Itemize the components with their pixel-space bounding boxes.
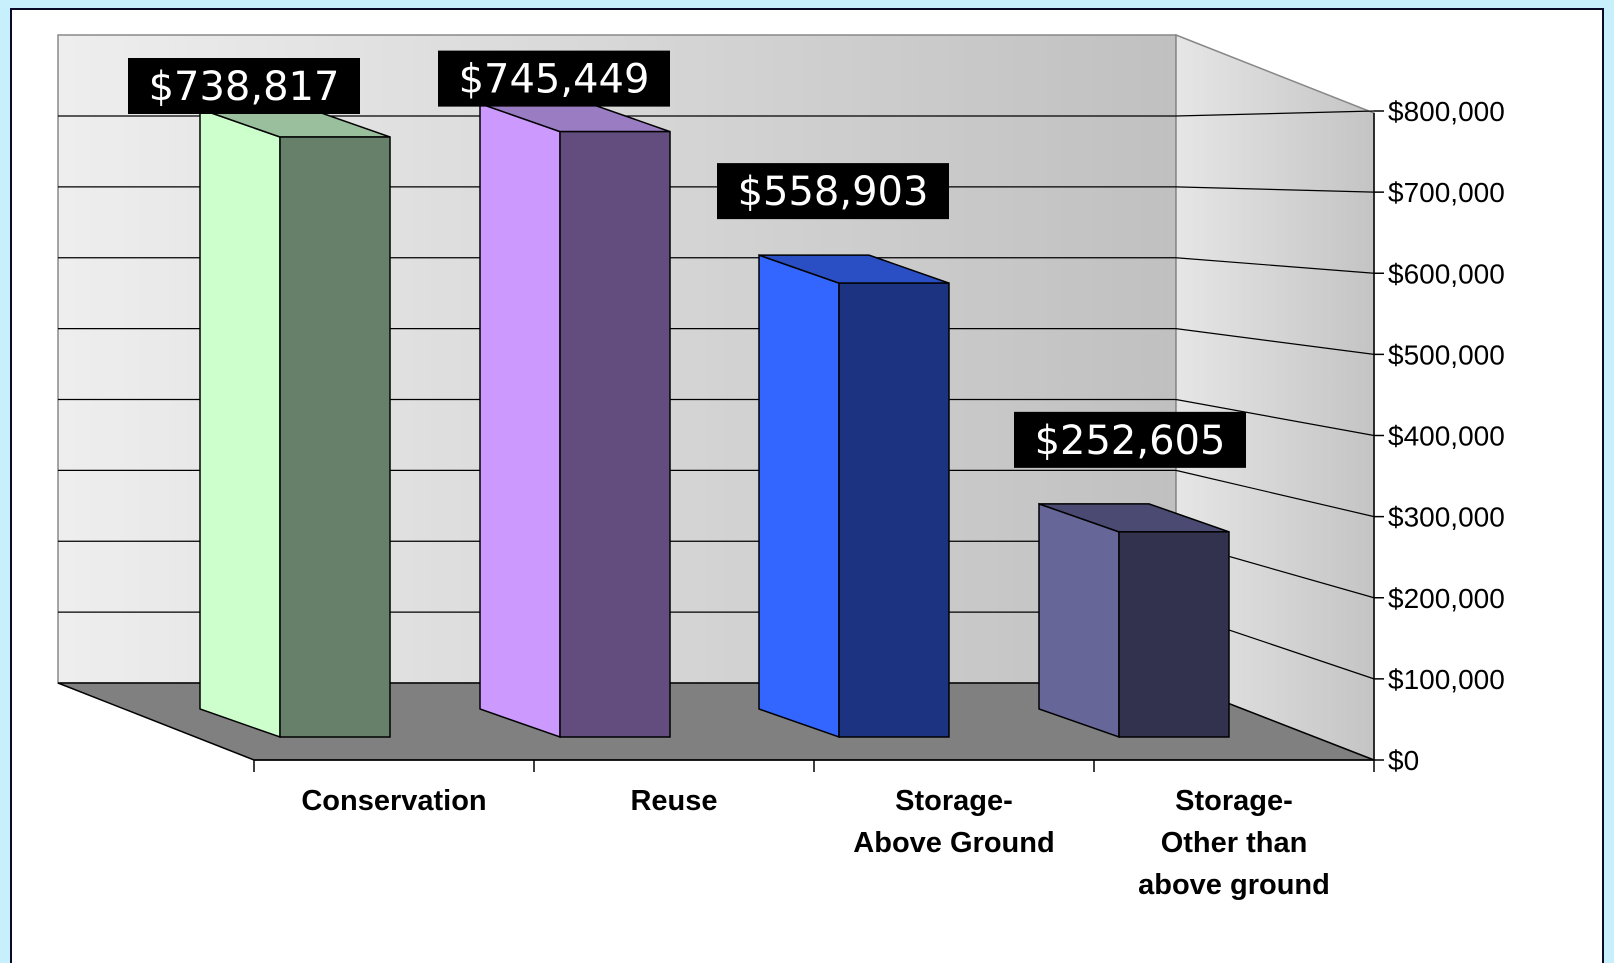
bar-front-face — [559, 130, 671, 738]
data-label: $558,903 — [717, 163, 949, 220]
data-label-box — [717, 163, 949, 220]
bar-front-face — [838, 282, 950, 738]
bar — [199, 107, 391, 739]
category-label-line: Conservation — [301, 785, 486, 817]
category-label-line: Storage- — [1175, 785, 1293, 817]
data-label-box — [438, 50, 670, 107]
data-label-text: $558,903 — [738, 169, 929, 215]
category-label-line: Other than — [1161, 827, 1308, 859]
gridline-side — [1175, 186, 1375, 193]
category-label-line: Storage- — [895, 785, 1013, 817]
bar-side-face — [758, 254, 840, 739]
bar — [758, 254, 950, 739]
y-tick-label: $0 — [1388, 745, 1419, 776]
gridline-side — [1175, 398, 1375, 437]
bar — [1038, 502, 1230, 739]
bar — [479, 102, 671, 739]
y-tick-label: $300,000 — [1388, 502, 1505, 533]
y-tick-label: $200,000 — [1388, 583, 1505, 614]
bar-side-face — [479, 102, 561, 739]
gridline-side — [1175, 469, 1375, 518]
gridline-side — [1175, 110, 1375, 117]
y-tick-label: $700,000 — [1388, 177, 1505, 208]
data-label-box — [128, 58, 360, 114]
bar-side-face — [199, 107, 281, 739]
data-label-text: $745,449 — [459, 57, 650, 103]
category-label-line: Above Ground — [853, 827, 1054, 859]
y-tick-label: $400,000 — [1388, 421, 1505, 452]
category-label: Conservation — [301, 785, 486, 817]
y-tick-label: $500,000 — [1388, 339, 1505, 370]
bar-side-face — [1038, 502, 1120, 739]
data-label: $252,605 — [1014, 411, 1246, 468]
data-label-text: $738,817 — [149, 64, 340, 110]
bar-front-face — [1118, 531, 1230, 738]
category-label: Storage- Other than above ground — [1138, 785, 1330, 901]
category-label-line: above ground — [1138, 869, 1330, 901]
y-tick-label: $800,000 — [1388, 96, 1505, 127]
data-label-box — [1014, 411, 1246, 468]
data-label: $738,817 — [128, 58, 360, 114]
data-label: $745,449 — [438, 50, 670, 107]
data-label-text: $252,605 — [1035, 418, 1226, 464]
y-tick-label: $600,000 — [1388, 258, 1505, 289]
y-tick-label: $100,000 — [1388, 664, 1505, 695]
bar-front-face — [279, 136, 391, 738]
gridline-side — [1175, 257, 1375, 274]
category-label: Reuse — [630, 785, 717, 817]
gridline-side — [1175, 328, 1375, 355]
category-label-line: Reuse — [630, 785, 717, 817]
category-label: Storage- Above Ground — [853, 785, 1054, 859]
